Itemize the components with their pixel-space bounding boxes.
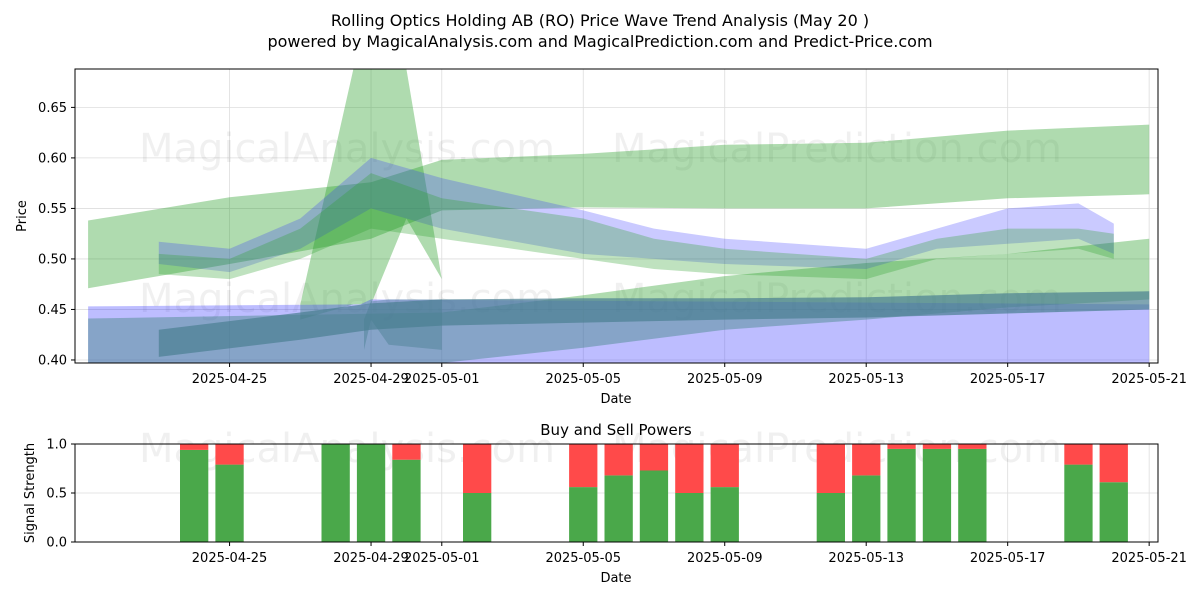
price-watermarks: MagicalAnalysis.com MagicalPrediction.co… <box>139 126 1062 322</box>
price-y-axis: 0.40 0.45 0.50 0.55 0.60 0.65 <box>38 101 75 368</box>
y-tick-label: 0.60 <box>38 151 67 166</box>
price-band-6 <box>158 173 1114 280</box>
sell-bar <box>1099 444 1128 483</box>
x-tick-label: 2025-05-05 <box>545 551 621 566</box>
y-tick-label: 0.0 <box>46 536 67 551</box>
sell-bar <box>604 444 633 476</box>
x-tick-label: 2025-05-17 <box>970 551 1046 566</box>
price-bands <box>88 69 1150 363</box>
signal-y-axis-label: Signal Strength <box>23 443 38 543</box>
price-band-8 <box>364 299 442 350</box>
price-band-5 <box>158 157 1114 273</box>
buy-bar <box>215 464 244 542</box>
y-tick-label: 0.5 <box>46 487 67 502</box>
x-tick-label: 2025-05-01 <box>404 551 480 566</box>
buy-bar <box>1064 464 1093 542</box>
sell-bar <box>887 444 916 449</box>
buy-bar <box>392 459 421 542</box>
y-tick-label: 0.45 <box>38 303 67 318</box>
buy-bar <box>816 493 845 542</box>
buy-bar <box>639 470 669 542</box>
buy-bar <box>887 448 916 542</box>
x-tick-label: 2025-04-29 <box>333 551 409 566</box>
y-tick-label: 0.55 <box>38 202 67 217</box>
y-tick-label: 0.50 <box>38 252 67 267</box>
sell-bar <box>180 444 209 450</box>
figure-subtitle: powered by MagicalAnalysis.com and Magic… <box>267 32 932 51</box>
x-tick-label: 2025-05-13 <box>828 372 904 387</box>
sell-bar <box>569 444 598 488</box>
price-plot-frame <box>74 68 1159 364</box>
band-group <box>88 69 1150 363</box>
buy-bar <box>180 449 209 542</box>
buy-bar <box>958 448 987 542</box>
watermark-text: MagicalPrediction.com <box>612 126 1062 172</box>
sell-bar <box>215 444 244 465</box>
x-tick-label: 2025-05-17 <box>970 372 1046 387</box>
y-tick-label: 0.65 <box>38 101 67 116</box>
sell-bar <box>816 444 845 493</box>
signal-panel-title: Buy and Sell Powers <box>540 421 692 439</box>
buy-bar <box>710 487 739 542</box>
y-tick-label: 1.0 <box>46 438 67 453</box>
price-band-7 <box>158 291 1150 357</box>
buy-bar <box>675 493 704 542</box>
sell-bar <box>392 444 421 460</box>
sell-bar <box>922 444 952 449</box>
buy-bar <box>922 448 952 542</box>
sell-bar <box>639 444 669 471</box>
y-tick-label: 0.40 <box>38 353 67 368</box>
x-tick-label: 2025-04-29 <box>333 372 409 387</box>
sell-bar <box>463 444 492 493</box>
x-tick-label: 2025-05-09 <box>687 551 763 566</box>
signal-x-axis-label: Date <box>600 571 631 586</box>
sell-bar <box>958 444 987 449</box>
buy-bar <box>463 493 492 542</box>
x-tick-label: 2025-05-05 <box>545 372 621 387</box>
price-x-axis-label: Date <box>600 392 631 407</box>
x-tick-label: 2025-04-25 <box>192 551 268 566</box>
x-tick-label: 2025-04-25 <box>192 372 268 387</box>
price-wave-panel: MagicalAnalysis.com MagicalPrediction.co… <box>15 68 1187 407</box>
buy-bar <box>356 444 386 542</box>
sell-bar <box>710 444 739 488</box>
signal-panel: Buy and Sell Powers MagicalAnalysis.com … <box>23 421 1187 586</box>
watermark-text: MagicalAnalysis.com <box>139 126 555 172</box>
buy-bar <box>852 475 881 542</box>
sell-bar <box>852 444 881 476</box>
price-y-axis-label: Price <box>15 200 30 232</box>
buy-bar <box>569 487 598 542</box>
price-band-2 <box>300 69 442 320</box>
x-tick-label: 2025-05-21 <box>1111 372 1187 387</box>
x-tick-label: 2025-05-13 <box>828 551 904 566</box>
buy-bar <box>1099 482 1128 542</box>
x-tick-label: 2025-05-21 <box>1111 551 1187 566</box>
x-tick-label: 2025-05-01 <box>404 372 480 387</box>
x-tick-label: 2025-05-09 <box>687 372 763 387</box>
figure-title: Rolling Optics Holding AB (RO) Price Wav… <box>331 11 869 30</box>
buy-bar <box>604 475 633 542</box>
signal-bars <box>180 444 1128 542</box>
sell-bar <box>1064 444 1093 465</box>
signal-y-axis: 0.0 0.5 1.0 <box>46 438 75 551</box>
sell-bar <box>675 444 704 493</box>
price-band-1 <box>88 124 1150 289</box>
buy-bar <box>321 444 350 542</box>
